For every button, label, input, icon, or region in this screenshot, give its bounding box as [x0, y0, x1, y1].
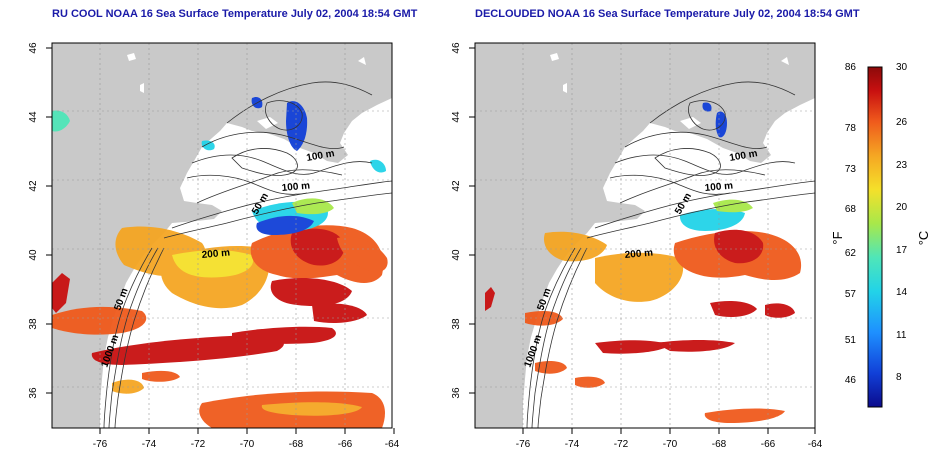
f-tick-label: 62	[845, 248, 857, 259]
lon-tick-label: -74	[565, 439, 580, 450]
lon-tick-label: -74	[142, 439, 157, 450]
contour-label: 100 m	[729, 148, 759, 164]
right-map-frame	[474, 42, 816, 429]
lat-tick-label: 46	[28, 42, 39, 54]
lat-tick-label: 40	[28, 249, 39, 261]
lat-tick-label: 36	[28, 387, 39, 399]
left-axes: 36 38 40 42 44 46 -76 -74 -72 -70 -68 -6…	[28, 42, 400, 450]
right-map-title: DECLOUDED NOAA 16 Sea Surface Temperatur…	[475, 8, 860, 20]
lat-tick-label: 38	[451, 318, 462, 330]
lon-tick-label: -72	[191, 439, 206, 450]
lat-tick-label: 44	[451, 111, 462, 123]
fahrenheit-unit-label: °F	[830, 231, 845, 244]
f-tick-label: 78	[845, 123, 857, 134]
lon-tick-label: -64	[808, 439, 823, 450]
right-axes: 36 38 40 42 44 46 -76 -74 -72 -70 -68 -6…	[451, 42, 823, 450]
lat-tick-label: 44	[28, 111, 39, 123]
c-tick-label: 26	[896, 117, 908, 128]
lat-tick-label: 42	[451, 180, 462, 192]
lat-tick-label: 42	[28, 180, 39, 192]
f-tick-label: 68	[845, 204, 857, 215]
lon-tick-label: -72	[614, 439, 629, 450]
left-map-frame	[51, 42, 393, 429]
c-tick-label: 14	[896, 287, 908, 298]
lon-tick-label: -70	[240, 439, 255, 450]
c-tick-label: 11	[896, 330, 907, 341]
lat-tick-label: 40	[451, 249, 462, 261]
colorbar-gradient	[867, 66, 883, 408]
contour-label: 100 m	[281, 181, 310, 194]
contour-label: 100 m	[704, 181, 733, 194]
lon-tick-label: -68	[712, 439, 727, 450]
lon-tick-label: -64	[385, 439, 400, 450]
c-tick-label: 8	[896, 372, 902, 383]
sst-field	[485, 102, 802, 423]
temperature-colorbar: 86 78 73 68 62 57 51 46 30 26 23 20 17 1…	[830, 62, 931, 408]
f-tick-label: 46	[845, 375, 857, 386]
lon-tick-label: -66	[761, 439, 776, 450]
contour-label: 200 m	[624, 248, 653, 261]
lon-tick-label: -66	[338, 439, 353, 450]
c-tick-label: 17	[896, 245, 908, 256]
left-map-title: RU COOL NOAA 16 Sea Surface Temperature …	[52, 8, 418, 20]
left-map-panel: 100 m 100 m 50 m 200 m 50 m 1000 m	[51, 42, 393, 429]
right-map-panel: 100 m 100 m 50 m 200 m 50 m 1000 m	[474, 42, 816, 429]
celsius-unit-label: °C	[916, 231, 931, 246]
c-tick-label: 23	[896, 160, 908, 171]
f-tick-label: 57	[845, 289, 857, 300]
c-tick-label: 30	[896, 62, 908, 73]
f-tick-label: 73	[845, 164, 857, 175]
f-tick-label: 86	[845, 62, 857, 73]
lon-tick-label: -76	[516, 439, 531, 450]
lat-tick-label: 46	[451, 42, 462, 54]
f-tick-label: 51	[845, 335, 857, 346]
contour-label: 200 m	[201, 248, 230, 261]
lon-tick-label: -68	[289, 439, 304, 450]
contour-label: 100 m	[306, 148, 336, 164]
c-tick-label: 20	[896, 202, 908, 213]
lon-tick-label: -76	[93, 439, 108, 450]
lat-tick-label: 36	[451, 387, 462, 399]
lat-tick-label: 38	[28, 318, 39, 330]
lon-tick-label: -70	[663, 439, 678, 450]
